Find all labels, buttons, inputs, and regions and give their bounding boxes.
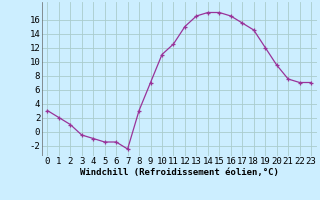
X-axis label: Windchill (Refroidissement éolien,°C): Windchill (Refroidissement éolien,°C) (80, 168, 279, 177)
